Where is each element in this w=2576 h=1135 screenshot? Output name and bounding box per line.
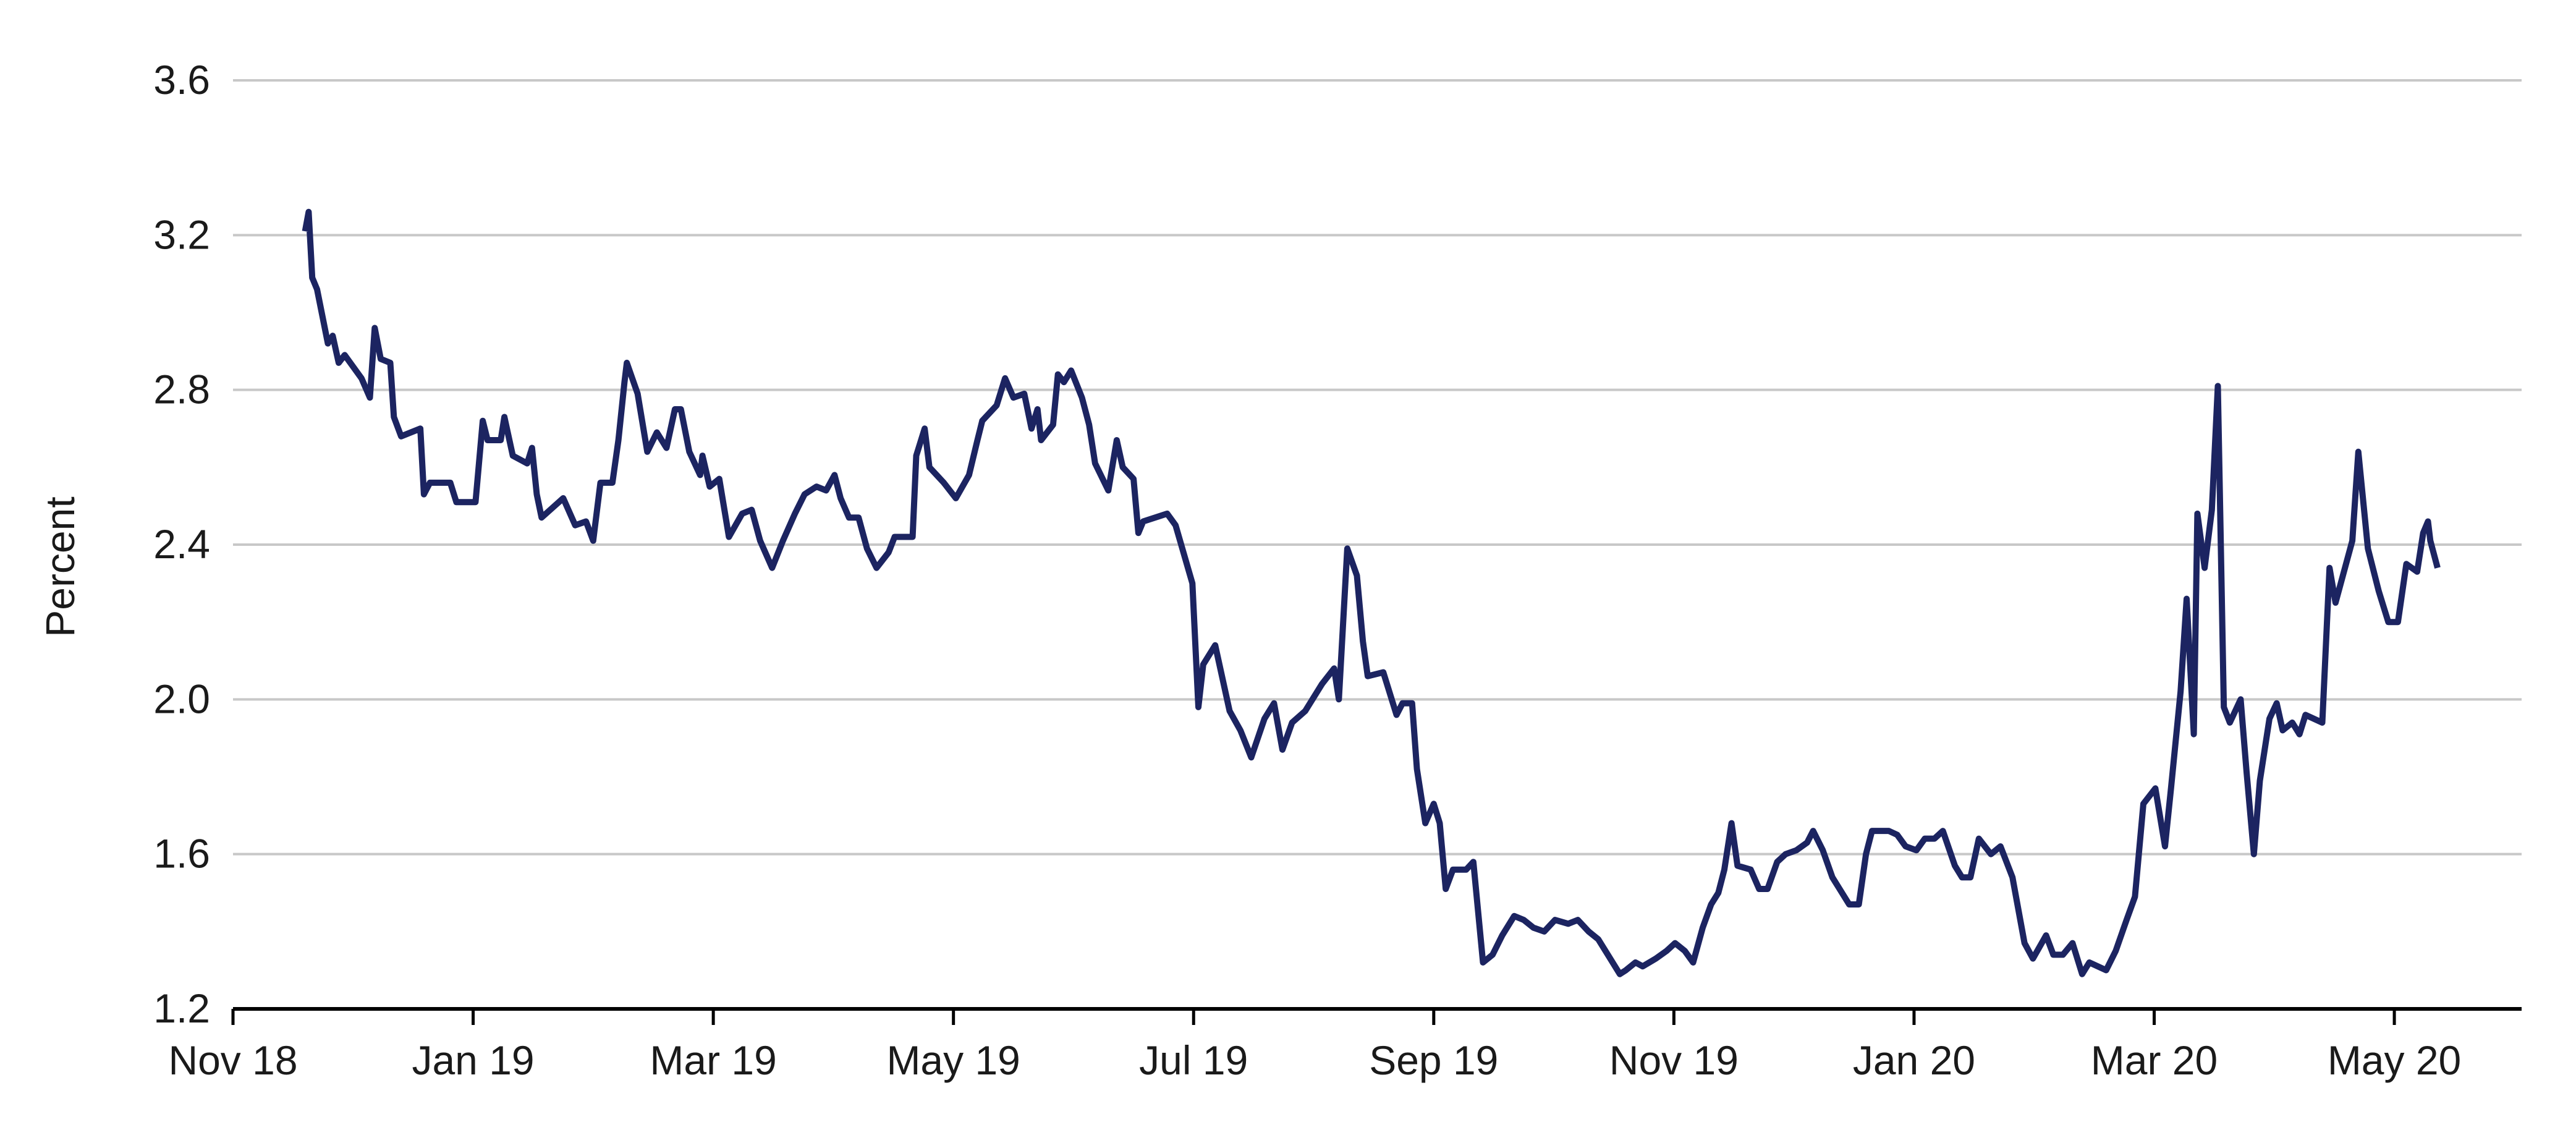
x-tick-label: Sep 19 — [1369, 1037, 1498, 1083]
y-tick-label: 1.2 — [153, 985, 210, 1031]
x-tick-label: May 19 — [886, 1037, 1020, 1083]
y-tick-label: 2.8 — [153, 367, 210, 412]
y-tick-label: 2.0 — [153, 676, 210, 721]
y-tick-label: 3.2 — [153, 211, 210, 257]
x-tick-label: Jul 19 — [1139, 1037, 1248, 1083]
x-tick-label: Nov 18 — [168, 1037, 297, 1083]
data-line — [302, 208, 2441, 977]
y-tick-label: 3.6 — [153, 57, 210, 103]
x-tick-label: Jan 20 — [1853, 1037, 1975, 1083]
y-tick-label: 2.4 — [153, 521, 210, 567]
y-axis-title: Percent — [37, 496, 83, 637]
x-tick-label: Jan 19 — [412, 1037, 534, 1083]
x-tick-label: Mar 19 — [650, 1037, 776, 1083]
x-tick-label: May 20 — [2328, 1037, 2461, 1083]
y-tick-label: 1.6 — [153, 831, 210, 877]
x-tick-label: Nov 19 — [1609, 1037, 1739, 1083]
x-tick-label: Mar 20 — [2091, 1037, 2218, 1083]
